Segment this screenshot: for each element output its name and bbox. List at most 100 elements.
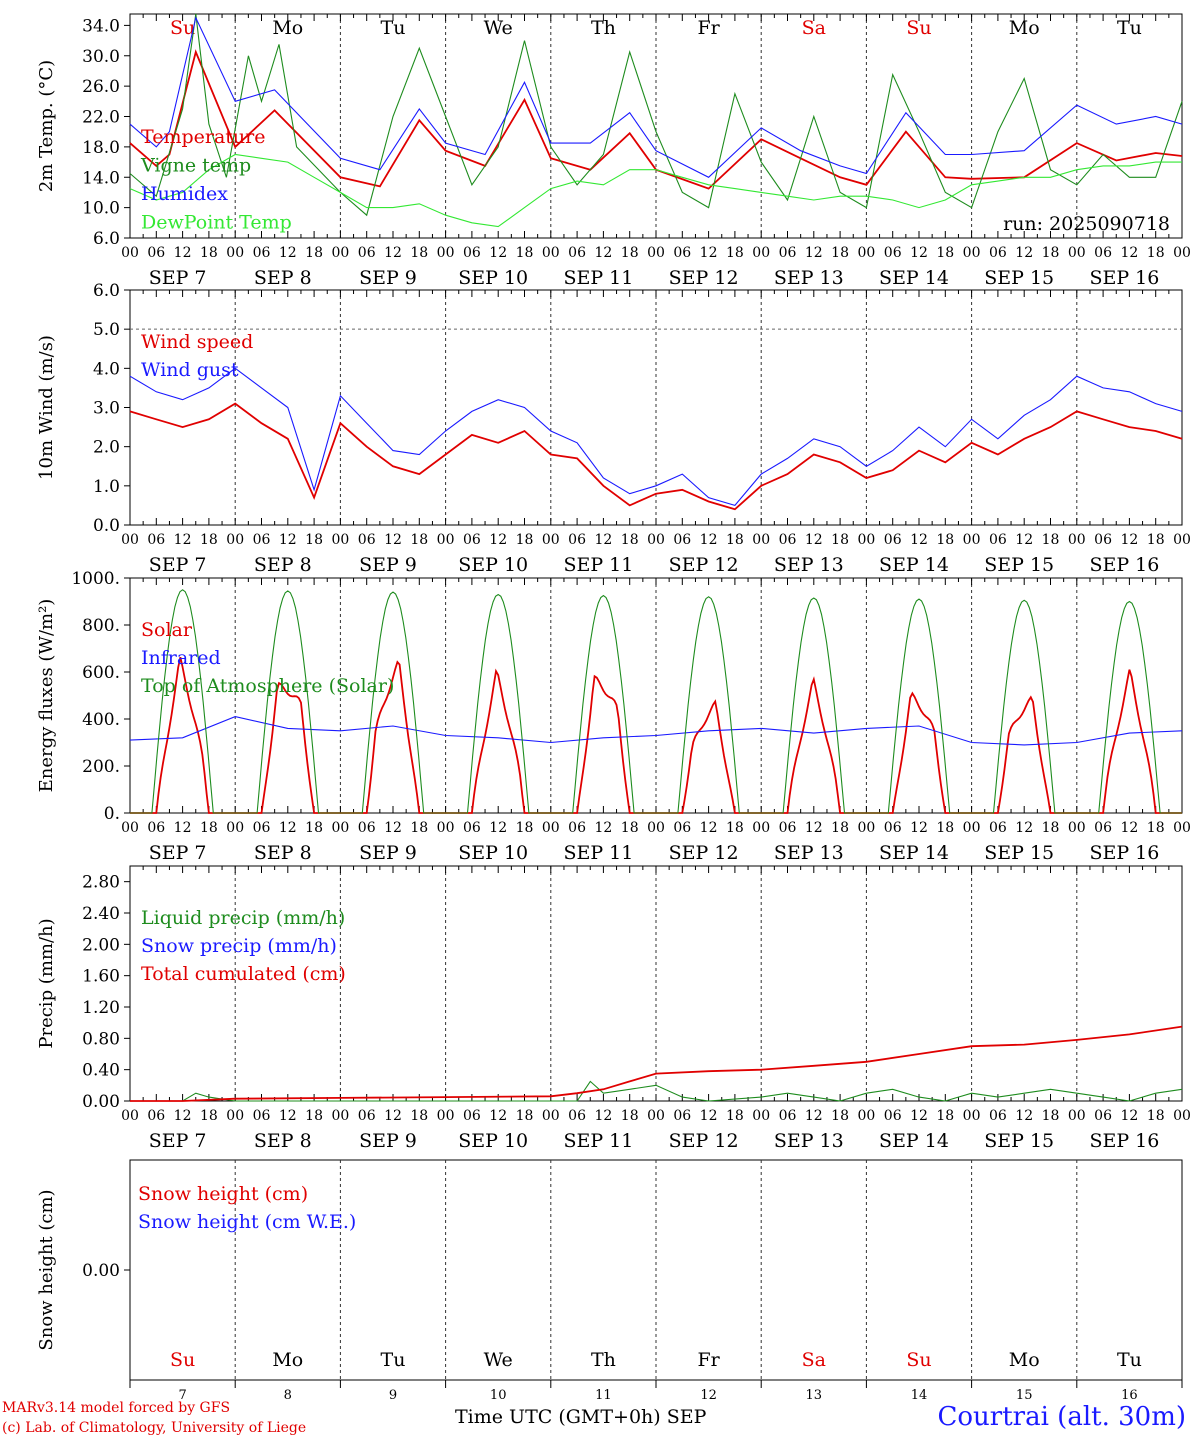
legend-top-of-atmosphere-solar-: Top of Atmosphere (Solar) bbox=[141, 675, 394, 697]
hour-tick-label: 12 bbox=[700, 1108, 718, 1124]
day-of-week-label: Th bbox=[591, 17, 616, 39]
y-tick-label: 0.40 bbox=[82, 1061, 120, 1081]
hour-tick-label: 06 bbox=[884, 1108, 902, 1124]
hour-tick-label: 00 bbox=[542, 532, 560, 548]
model-credit: MARv3.14 model forced by GFS bbox=[2, 1400, 231, 1416]
hour-tick-label: 06 bbox=[989, 532, 1007, 548]
hour-tick-label: 18 bbox=[1042, 820, 1060, 836]
y-tick-label: 0. bbox=[104, 804, 120, 824]
y-tick-label: 1.0 bbox=[93, 477, 120, 497]
hour-tick-label: 18 bbox=[936, 532, 954, 548]
date-label: SEP 16 bbox=[1089, 1130, 1159, 1152]
hour-tick-label: 18 bbox=[305, 1108, 323, 1124]
hour-tick-label: 06 bbox=[253, 532, 271, 548]
legend-total-cumulated-cm-: Total cumulated (cm) bbox=[141, 963, 346, 985]
hour-tick-label: 06 bbox=[779, 532, 797, 548]
y-tick-label: 3.0 bbox=[93, 399, 120, 419]
hour-tick-label: 00 bbox=[437, 245, 455, 261]
hour-tick-label: 00 bbox=[857, 820, 875, 836]
date-label: SEP 14 bbox=[879, 267, 949, 289]
date-label: SEP 8 bbox=[254, 842, 312, 864]
hour-tick-label: 00 bbox=[1068, 532, 1086, 548]
date-label: SEP 11 bbox=[563, 1130, 633, 1152]
hour-tick-label: 12 bbox=[910, 820, 928, 836]
hour-tick-label: 00 bbox=[121, 820, 139, 836]
day-of-week-label: Fr bbox=[697, 17, 720, 39]
series-line-temperature bbox=[129, 49, 1183, 190]
legend-snow-precip-mm-h-: Snow precip (mm/h) bbox=[141, 935, 337, 957]
hour-tick-label: 06 bbox=[779, 1108, 797, 1124]
hour-tick-label: 12 bbox=[805, 532, 823, 548]
hour-tick-label: 06 bbox=[358, 532, 376, 548]
day-of-week-label: Tu bbox=[1117, 17, 1142, 39]
hour-tick-label: 06 bbox=[884, 820, 902, 836]
day-of-week-label: Su bbox=[170, 1349, 195, 1371]
hour-tick-label: 06 bbox=[779, 245, 797, 261]
panel-4: 0.00 0.40 0.80 1.20 1.60 2.00 2.40 2.80 Precip (… bbox=[36, 865, 1191, 1152]
hour-tick-label: 18 bbox=[1147, 532, 1165, 548]
hour-tick-label: 18 bbox=[936, 245, 954, 261]
hour-tick-label: 18 bbox=[516, 245, 534, 261]
hour-tick-label: 06 bbox=[358, 245, 376, 261]
hour-tick-label: 12 bbox=[700, 532, 718, 548]
hour-tick-label: 12 bbox=[594, 245, 612, 261]
hour-tick-label: 06 bbox=[358, 1108, 376, 1124]
day-of-week-label: Su bbox=[906, 1349, 931, 1371]
hour-tick-label: 06 bbox=[463, 820, 481, 836]
y-tick-label: 2.40 bbox=[82, 904, 120, 924]
hour-tick-label: 06 bbox=[673, 245, 691, 261]
y-axis-label: Energy fluxes (W/m²) bbox=[36, 599, 57, 793]
hour-tick-label: 12 bbox=[700, 820, 718, 836]
hour-tick-label: 06 bbox=[673, 532, 691, 548]
hour-tick-label: 18 bbox=[726, 532, 744, 548]
hour-tick-label: 18 bbox=[1147, 245, 1165, 261]
series-line-infrared bbox=[129, 716, 1183, 746]
hour-tick-label: 18 bbox=[200, 1108, 218, 1124]
hour-tick-label: 12 bbox=[594, 532, 612, 548]
day-of-week-label: Sa bbox=[802, 1349, 826, 1371]
day-number-label: 15 bbox=[1016, 1388, 1033, 1403]
y-tick-label: 22.0 bbox=[82, 108, 120, 128]
hour-tick-label: 00 bbox=[437, 1108, 455, 1124]
date-label: SEP 11 bbox=[563, 267, 633, 289]
hour-tick-label: 12 bbox=[384, 532, 402, 548]
date-label: SEP 16 bbox=[1089, 267, 1159, 289]
hour-tick-label: 12 bbox=[384, 1108, 402, 1124]
hour-tick-label: 18 bbox=[621, 532, 639, 548]
hour-tick-label: 06 bbox=[884, 532, 902, 548]
series-line-wind-speed bbox=[129, 402, 1183, 511]
legend-infrared: Infrared bbox=[141, 647, 221, 669]
hour-tick-label: 00 bbox=[1068, 1108, 1086, 1124]
y-tick-label: 2.00 bbox=[82, 935, 120, 955]
hour-tick-label: 12 bbox=[279, 532, 297, 548]
x-axis-label-text: Time UTC (GMT+0h) bbox=[455, 1406, 661, 1428]
hour-tick-label: 00 bbox=[752, 1108, 770, 1124]
hour-tick-label: 18 bbox=[621, 820, 639, 836]
hour-tick-label: 06 bbox=[568, 820, 586, 836]
day-number-label: 11 bbox=[595, 1388, 612, 1403]
hour-tick-label: 00 bbox=[647, 820, 665, 836]
date-label: SEP 15 bbox=[984, 1130, 1054, 1152]
y-tick-label: 2.80 bbox=[82, 873, 120, 893]
y-tick-label: 6.0 bbox=[93, 229, 120, 249]
hour-tick-label: 12 bbox=[805, 245, 823, 261]
series-line-top-of-atmosphere-solar- bbox=[130, 589, 1182, 814]
hour-tick-label: 06 bbox=[989, 820, 1007, 836]
hour-tick-label: 18 bbox=[726, 1108, 744, 1124]
hour-tick-label: 12 bbox=[489, 532, 507, 548]
day-of-week-label: Tu bbox=[381, 1349, 406, 1371]
date-label: SEP 15 bbox=[984, 842, 1054, 864]
series-line-dewpoint-temp bbox=[129, 153, 1182, 228]
y-tick-label: 200. bbox=[82, 757, 120, 777]
date-label: SEP 15 bbox=[984, 267, 1054, 289]
date-label: SEP 12 bbox=[669, 267, 739, 289]
hour-tick-label: 00 bbox=[1173, 245, 1191, 261]
day-number-label: 9 bbox=[389, 1388, 397, 1403]
hour-tick-label: 00 bbox=[963, 820, 981, 836]
legend-snow-height-cm-: Snow height (cm) bbox=[138, 1183, 308, 1205]
day-of-week-label: Th bbox=[591, 1349, 616, 1371]
day-of-week-label: Mo bbox=[1009, 17, 1040, 39]
hour-tick-label: 12 bbox=[384, 820, 402, 836]
hour-tick-label: 18 bbox=[621, 1108, 639, 1124]
